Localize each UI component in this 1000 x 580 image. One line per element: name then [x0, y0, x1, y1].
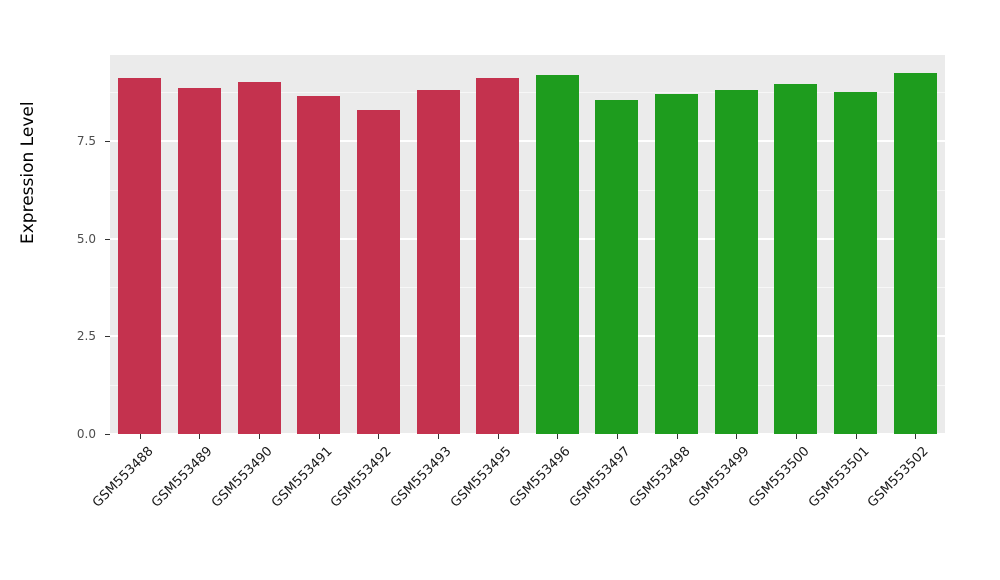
bar-GSM553490 [237, 82, 281, 434]
bar-GSM553489 [177, 88, 221, 434]
bar-GSM553488 [118, 78, 162, 434]
x-label-GSM553500: GSM553500 [745, 444, 813, 511]
y-tick-mark-0.0 [105, 434, 110, 435]
x-tick-mark-GSM553491 [318, 434, 320, 439]
y-tick-label-7.5: 7.5 [76, 133, 96, 148]
bar-GSM553497 [595, 99, 639, 434]
x-label-GSM553497: GSM553497 [566, 444, 634, 511]
x-tick-mark-GSM553488 [139, 434, 141, 439]
plot-area [110, 55, 945, 435]
bar-GSM553493 [416, 90, 460, 434]
x-tick-mark-GSM553496 [557, 434, 559, 439]
x-tick-mark-GSM553498 [676, 434, 678, 439]
x-tick-mark-GSM553501 [855, 434, 857, 439]
x-tick-mark-GSM553502 [915, 434, 917, 439]
x-label-GSM553488: GSM553488 [89, 444, 157, 511]
gridline-major-3 [110, 139, 945, 142]
y-tick-label-5.0: 5.0 [76, 231, 96, 246]
x-label-GSM553495: GSM553495 [447, 444, 515, 511]
x-tick-mark-GSM553493 [438, 434, 440, 439]
y-tick-mark-5.0 [105, 238, 110, 240]
x-tick-mark-GSM553499 [736, 434, 738, 439]
x-tick-mark-GSM553495 [497, 434, 499, 439]
x-label-GSM553501: GSM553501 [805, 444, 873, 511]
y-tick-label-0.0: 0.0 [76, 427, 96, 441]
x-tick-mark-GSM553490 [259, 434, 261, 439]
gridline-major-2 [110, 237, 945, 240]
x-label-GSM553496: GSM553496 [507, 444, 574, 511]
bar-GSM553491 [297, 96, 341, 434]
bar-GSM553498 [655, 94, 699, 434]
gridline-major-1 [110, 335, 945, 338]
x-label-GSM553491: GSM553491 [268, 444, 336, 511]
x-label-GSM553499: GSM553499 [686, 444, 753, 511]
y-axis-title: Expression Level [18, 101, 38, 244]
x-label-GSM553492: GSM553492 [328, 444, 395, 511]
x-label-GSM553490: GSM553490 [209, 444, 276, 511]
gridline-minor-0 [110, 385, 945, 387]
gridline-minor-2 [110, 189, 945, 191]
x-label-GSM553489: GSM553489 [149, 444, 217, 511]
x-label-GSM553498: GSM553498 [626, 444, 694, 511]
bar-GSM553500 [774, 84, 818, 434]
x-label-GSM553502: GSM553502 [865, 444, 932, 511]
x-tick-mark-GSM553497 [616, 434, 618, 439]
y-tick-label-2.5: 2.5 [76, 329, 96, 344]
bar-GSM553492 [356, 109, 400, 434]
x-tick-mark-GSM553500 [795, 434, 797, 439]
bar-GSM553502 [893, 72, 937, 434]
bar-GSM553496 [535, 74, 579, 434]
bar-GSM553501 [834, 92, 877, 434]
gridline-minor-1 [110, 287, 945, 289]
y-tick-mark-2.5 [105, 336, 110, 338]
x-label-GSM553493: GSM553493 [388, 444, 455, 511]
x-tick-mark-GSM553489 [199, 434, 201, 439]
gridline-minor-3 [110, 92, 945, 94]
bar-GSM553495 [476, 78, 520, 434]
bar-GSM553499 [714, 90, 758, 434]
x-tick-mark-GSM553492 [378, 434, 380, 439]
y-tick-mark-7.5 [105, 140, 110, 142]
gridline-major-0 [110, 433, 945, 435]
